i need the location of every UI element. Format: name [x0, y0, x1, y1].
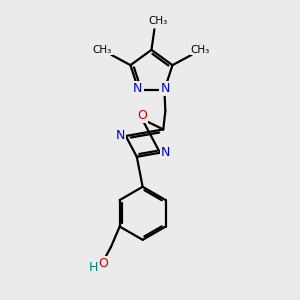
Text: O: O: [137, 109, 147, 122]
Text: CH₃: CH₃: [191, 44, 210, 55]
Text: N: N: [133, 82, 142, 95]
Text: O: O: [99, 257, 108, 270]
Text: CH₃: CH₃: [148, 16, 168, 26]
Text: N: N: [160, 146, 170, 159]
Text: N: N: [116, 129, 125, 142]
Text: N: N: [160, 82, 170, 95]
Text: CH₃: CH₃: [93, 44, 112, 55]
Text: H: H: [89, 261, 98, 274]
